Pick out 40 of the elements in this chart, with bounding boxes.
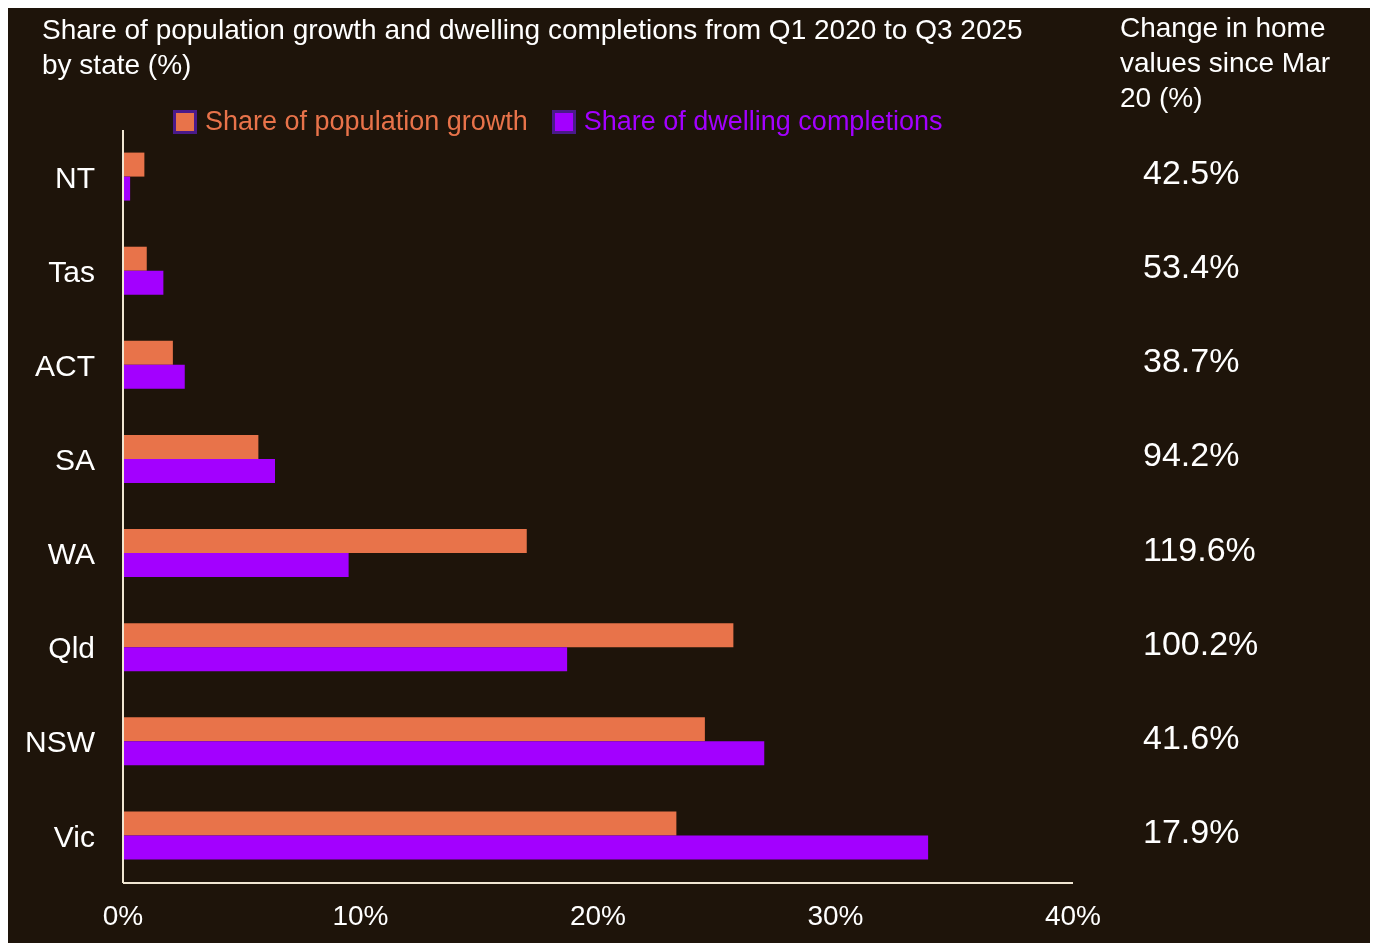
text: 38.7%	[1143, 341, 1240, 381]
bar	[123, 529, 527, 554]
bar	[123, 741, 765, 766]
x-tick-label: 10%	[332, 899, 389, 931]
bar	[123, 835, 929, 860]
x-tick-label: 40%	[1044, 899, 1102, 931]
text: 100.2%	[1143, 623, 1259, 663]
chart-title: Share of population growth and dwelling completions from Q1 2020 to Q3 2025 by state (%)	[42, 13, 1024, 82]
text: 17.9%	[1143, 811, 1240, 851]
bar	[123, 434, 259, 459]
text: Change in home values since Mar 20 (%)	[1120, 11, 1332, 115]
y-tick-label: Tas	[48, 254, 95, 288]
text: 94.2%	[1143, 435, 1240, 475]
bar	[123, 623, 734, 648]
x-tick-label: 30%	[807, 899, 864, 931]
bar	[123, 811, 677, 836]
text: 42.5%	[1143, 153, 1240, 193]
y-tick-label: NSW	[25, 725, 96, 759]
bar	[123, 246, 147, 271]
bar	[123, 553, 349, 578]
x-tick-label: 20%	[569, 899, 627, 931]
bar	[123, 340, 173, 365]
text: 119.6%	[1143, 529, 1256, 569]
legend-label: Share of population growth	[205, 106, 528, 137]
bar	[123, 458, 275, 483]
bar	[123, 717, 705, 742]
bar	[123, 364, 185, 389]
legend-label: Share of dwelling completions	[583, 106, 943, 137]
bar	[123, 152, 145, 177]
text: 53.4%	[1143, 247, 1240, 287]
y-tick-label: ACT	[35, 348, 95, 382]
y-tick-label: NT	[55, 160, 95, 194]
text: 41.6%	[1143, 717, 1240, 757]
y-tick-label: SA	[54, 443, 95, 477]
y-tick-label: Qld	[48, 631, 95, 665]
y-tick-label: Vic	[53, 819, 95, 853]
x-tick-label: 0%	[102, 899, 144, 931]
bar	[123, 270, 164, 295]
y-tick-label: WA	[47, 537, 95, 571]
bar	[123, 647, 568, 672]
